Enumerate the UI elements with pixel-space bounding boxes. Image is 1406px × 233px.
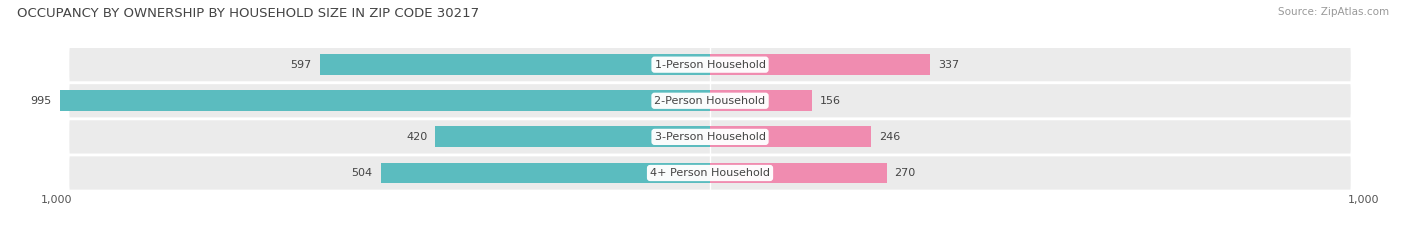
Bar	[381, 163, 710, 183]
Text: 156: 156	[820, 96, 841, 106]
Bar	[710, 54, 931, 75]
Bar	[710, 127, 870, 147]
Text: 246: 246	[879, 132, 900, 142]
FancyBboxPatch shape	[69, 48, 1351, 81]
FancyBboxPatch shape	[69, 120, 1351, 154]
FancyBboxPatch shape	[69, 84, 1351, 117]
Bar	[710, 90, 813, 111]
Bar	[59, 90, 710, 111]
Text: 995: 995	[31, 96, 52, 106]
Bar	[710, 163, 887, 183]
Bar	[319, 54, 710, 75]
Text: 3-Person Household: 3-Person Household	[655, 132, 765, 142]
Text: 270: 270	[894, 168, 915, 178]
Text: 2-Person Household: 2-Person Household	[654, 96, 766, 106]
Text: 420: 420	[406, 132, 427, 142]
Text: OCCUPANCY BY OWNERSHIP BY HOUSEHOLD SIZE IN ZIP CODE 30217: OCCUPANCY BY OWNERSHIP BY HOUSEHOLD SIZE…	[17, 7, 479, 20]
Bar	[436, 127, 710, 147]
Text: 597: 597	[291, 60, 312, 70]
FancyBboxPatch shape	[69, 156, 1351, 190]
Text: 1-Person Household: 1-Person Household	[655, 60, 765, 70]
Text: 504: 504	[352, 168, 373, 178]
Text: 4+ Person Household: 4+ Person Household	[650, 168, 770, 178]
Text: 337: 337	[938, 60, 959, 70]
Text: Source: ZipAtlas.com: Source: ZipAtlas.com	[1278, 7, 1389, 17]
